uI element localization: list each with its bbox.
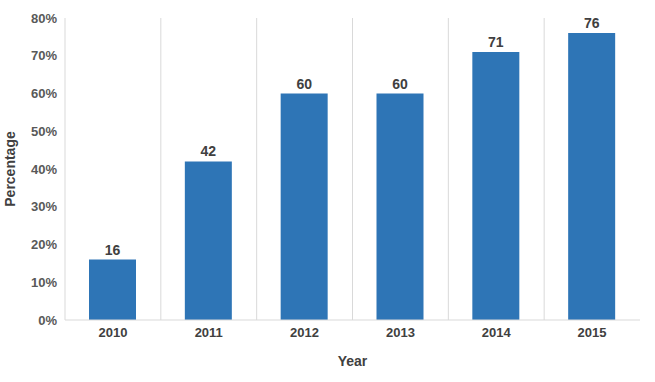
svg-text:10%: 10% — [31, 275, 57, 290]
svg-text:40%: 40% — [31, 162, 57, 177]
svg-text:80%: 80% — [31, 11, 57, 26]
svg-text:2010: 2010 — [98, 325, 127, 340]
svg-text:76: 76 — [584, 15, 600, 31]
svg-text:2015: 2015 — [578, 325, 607, 340]
svg-text:Year: Year — [338, 353, 368, 369]
svg-text:42: 42 — [201, 143, 217, 159]
svg-text:0%: 0% — [38, 313, 57, 328]
svg-text:Percentage: Percentage — [8, 131, 18, 207]
svg-text:70%: 70% — [31, 48, 57, 63]
svg-text:20%: 20% — [31, 237, 57, 252]
svg-text:2012: 2012 — [290, 325, 319, 340]
svg-text:2013: 2013 — [386, 325, 415, 340]
svg-text:60: 60 — [296, 76, 312, 92]
svg-text:2014: 2014 — [482, 325, 512, 340]
svg-text:71: 71 — [488, 34, 504, 50]
svg-text:60: 60 — [392, 76, 408, 92]
svg-text:60%: 60% — [31, 86, 57, 101]
svg-text:16: 16 — [105, 242, 121, 258]
svg-text:50%: 50% — [31, 124, 57, 139]
svg-text:2011: 2011 — [195, 325, 223, 340]
svg-text:30%: 30% — [31, 199, 57, 214]
